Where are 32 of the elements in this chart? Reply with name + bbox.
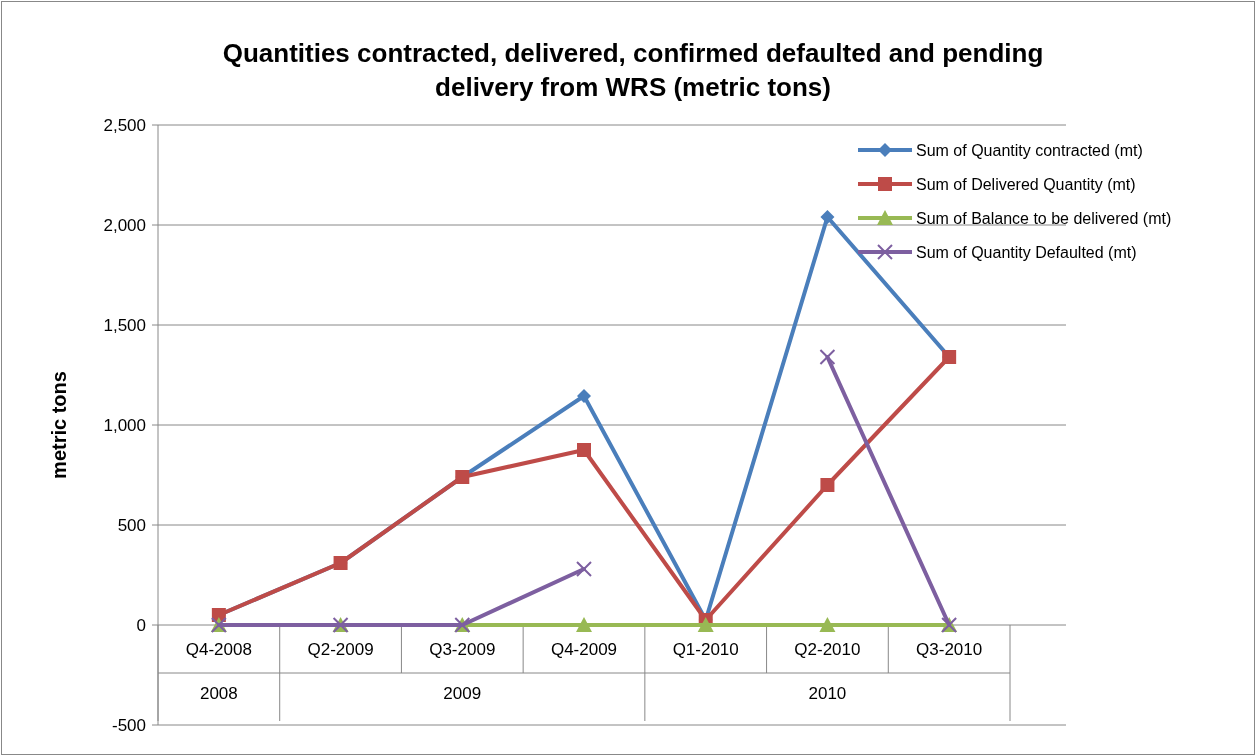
x-tick-label: Q3-2009	[429, 640, 496, 659]
point	[576, 617, 592, 632]
legend-label: Sum of Quantity Defaulted (mt)	[916, 243, 1137, 261]
y-tick-label: 2,000	[103, 215, 146, 235]
point	[576, 561, 592, 577]
x-tick-label: Q2-2010	[794, 640, 861, 659]
y-tick-label: 1,000	[103, 415, 146, 435]
point	[697, 617, 714, 632]
legend-label: Sum of Quantity contracted (mt)	[916, 141, 1143, 159]
y-axis-title: metric tons	[48, 371, 70, 479]
y-tick-label: 1,500	[103, 315, 146, 335]
point	[820, 478, 835, 492]
point	[577, 443, 591, 457]
point	[820, 210, 835, 224]
annotation: 2009	[443, 684, 482, 703]
point	[819, 617, 836, 632]
annotation: 2010	[808, 684, 847, 703]
point	[577, 389, 591, 403]
annotation: 2008	[199, 684, 238, 703]
x-tick-label: Q4-2008	[185, 640, 252, 659]
x-tick-label: Q2-2009	[307, 640, 374, 659]
x-tick-label: Q1-2010	[672, 640, 739, 659]
y-tick-label: -500	[111, 715, 146, 735]
y-tick-label: 500	[117, 515, 146, 535]
legend-label: Sum of Balance to be delivered (mt)	[916, 209, 1172, 227]
x-tick-label: Q3-2010	[916, 640, 983, 659]
legend-label: Sum of Delivered Quantity (mt)	[916, 175, 1136, 193]
point	[819, 349, 836, 365]
y-tick-label: 0	[136, 615, 146, 635]
y-tick-label: 2,500	[103, 115, 146, 135]
x-tick-label: Q4-2009	[550, 640, 618, 659]
chart-title: Quantities contracted, delivered, confirmed defaulted and pending delivery from WRS (metric tons)	[222, 38, 1044, 102]
